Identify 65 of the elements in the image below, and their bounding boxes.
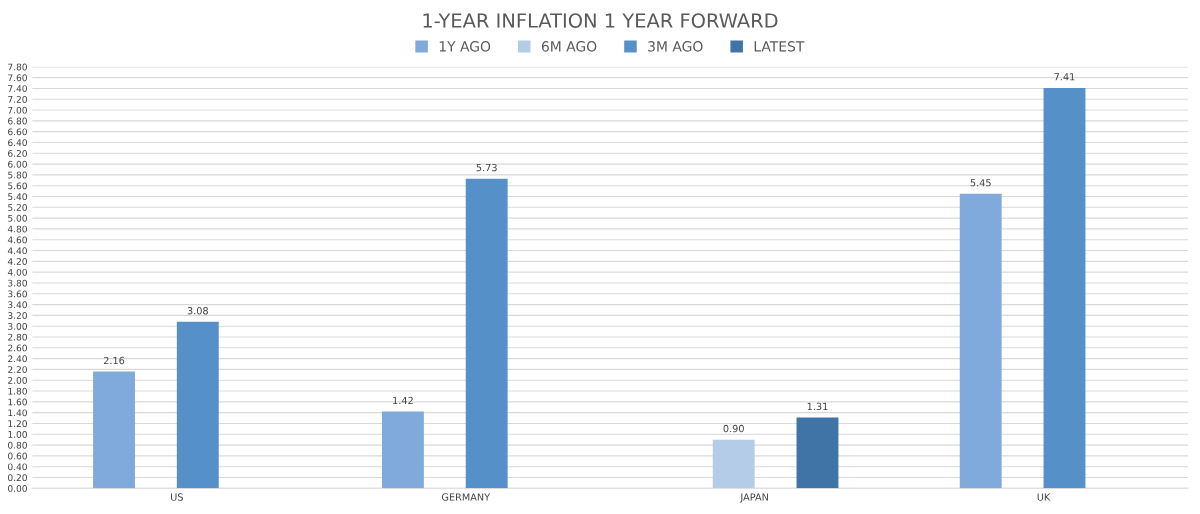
- y-tick-label: 4.20: [7, 258, 27, 265]
- bar: [796, 417, 839, 489]
- y-tick-label: 6.60: [8, 128, 27, 136]
- y-tick-label: 7.20: [8, 95, 27, 103]
- y-tick-label: 4.60: [7, 236, 27, 244]
- y-tick-label: 6.40: [8, 139, 27, 147]
- y-tick-label: 5.60: [8, 182, 27, 190]
- y-tick-label: 5.00: [8, 214, 27, 222]
- y-tick-label: 6.00: [8, 160, 27, 168]
- data-label: 3.08: [187, 307, 208, 315]
- y-tick-label: 2.00: [8, 376, 27, 384]
- y-tick-label: 2.60: [8, 344, 27, 352]
- y-tick-label: 0.80: [8, 441, 27, 449]
- data-label: 5.45: [970, 179, 991, 187]
- x-tick-label: JAPAN: [739, 493, 768, 503]
- y-tick-label: 3.40: [8, 301, 27, 309]
- data-label: 7.41: [1054, 73, 1075, 81]
- x-tick-label: GERMANY: [441, 493, 491, 501]
- y-tick-label: 2.20: [8, 366, 27, 373]
- bar: [1043, 87, 1086, 489]
- legend-label: LATEST: [754, 41, 805, 52]
- bar: [93, 371, 135, 489]
- y-tick-label: 4.80: [7, 225, 27, 233]
- y-tick-label: 0.60: [8, 452, 27, 460]
- y-tick-label: 1.20: [8, 420, 27, 428]
- y-tick-label: 1.80: [8, 387, 27, 395]
- data-label: 1.42: [393, 396, 413, 404]
- bar: [465, 178, 508, 489]
- y-tick-label: 7.80: [8, 63, 27, 71]
- y-tick-label: 7.60: [8, 74, 27, 82]
- y-tick-label: 0.20: [8, 474, 27, 482]
- y-tick-label: 3.60: [8, 290, 27, 298]
- y-tick-label: 1.60: [8, 398, 27, 406]
- y-tick-label: 3.80: [8, 279, 27, 287]
- y-tick-label: 6.20: [8, 150, 27, 157]
- y-tick-label: 5.20: [8, 204, 27, 211]
- y-tick-label: 2.80: [8, 333, 27, 341]
- legend-label: 1Y AGO: [439, 41, 491, 52]
- bar: [959, 193, 1002, 489]
- y-tick-label: 6.80: [8, 117, 27, 125]
- y-tick-label: 2.40: [8, 355, 27, 363]
- legend-label: 6M AGO: [541, 41, 597, 52]
- bar: [381, 411, 424, 489]
- data-label: 1.31: [807, 402, 828, 411]
- y-tick-label: 3.20: [8, 312, 27, 319]
- y-tick-label: 3.00: [8, 322, 27, 330]
- chart-title: 1-YEAR INFLATION 1 YEAR FORWARD: [423, 13, 778, 28]
- y-tick-label: 5.80: [8, 171, 27, 179]
- y-tick-label: 7.40: [8, 85, 27, 92]
- y-tick-label: 5.40: [8, 193, 27, 201]
- data-label: 0.90: [723, 424, 744, 433]
- y-tick-label: 1.40: [8, 409, 27, 417]
- y-tick-label: 7.00: [8, 106, 27, 114]
- y-tick-label: 4.40: [7, 247, 27, 255]
- bar: [712, 439, 755, 489]
- data-label: 2.16: [103, 356, 125, 365]
- y-tick-label: 0.40: [8, 463, 27, 471]
- y-tick-label: 0.00: [8, 485, 27, 492]
- x-tick-label: US: [171, 493, 183, 501]
- x-tick-label: UK: [1037, 493, 1051, 501]
- bar: [176, 321, 219, 489]
- y-tick-label: 4.00: [7, 268, 27, 276]
- legend-label: 3M AGO: [648, 41, 703, 52]
- y-tick-label: 1.00: [8, 430, 27, 438]
- data-label: 5.73: [476, 163, 497, 172]
